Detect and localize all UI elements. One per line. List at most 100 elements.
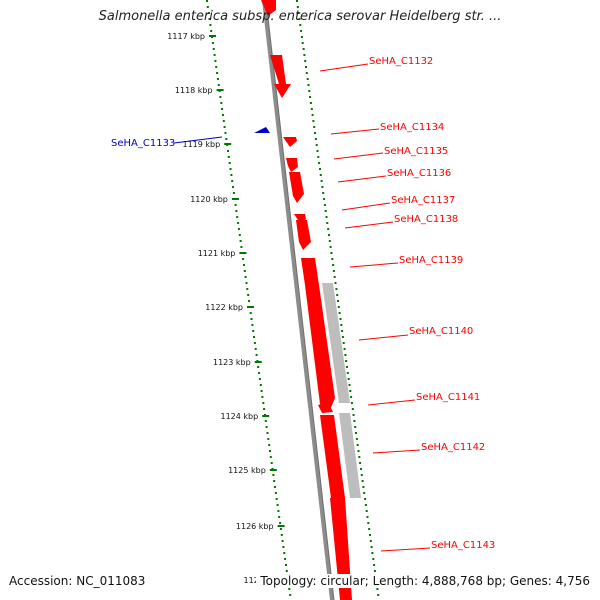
rail-dot: [265, 426, 268, 428]
rail-dot: [318, 162, 321, 164]
rail-dot: [306, 78, 309, 80]
gene-label[interactable]: SeHA_C1139: [399, 255, 463, 266]
rail-dot: [331, 258, 334, 260]
rail-dot: [225, 138, 228, 140]
rail-dot: [332, 270, 335, 272]
kbp-tick: [269, 469, 277, 471]
rail-dot: [268, 444, 271, 446]
kbp-label: 1122 kbp: [205, 303, 243, 312]
gene-leader-line: [337, 175, 387, 183]
rail-dot: [317, 156, 320, 158]
rail-dot: [350, 402, 353, 404]
scale-rail-right: [296, 0, 380, 596]
rail-dot: [300, 36, 303, 38]
rail-dot: [297, 12, 300, 14]
rail-dot: [260, 390, 263, 392]
rail-dot: [243, 270, 246, 272]
rail-dot: [321, 186, 324, 188]
rail-dot: [220, 102, 223, 104]
kbp-tick: [209, 35, 216, 37]
rail-dot: [333, 276, 336, 278]
rail-dot: [350, 396, 353, 398]
kbp-label: 1123 kbp: [213, 358, 251, 367]
rail-dot: [275, 498, 278, 500]
rail-dot: [326, 222, 329, 224]
rail-dot: [283, 552, 286, 554]
rail-dot: [360, 468, 362, 470]
rail-dot: [261, 396, 264, 398]
rail-dot: [209, 24, 212, 26]
rail-dot: [243, 264, 245, 266]
rail-dot: [266, 432, 269, 434]
rail-dot: [347, 378, 350, 380]
kbp-label: 1125 kbp: [228, 466, 266, 475]
rail-dot: [298, 18, 301, 20]
rail-dot: [296, 0, 298, 2]
rail-dot: [213, 54, 216, 56]
rail-dot: [206, 0, 208, 2]
rail-dot: [227, 150, 229, 152]
rail-dot: [237, 222, 240, 224]
rail-dot: [338, 312, 341, 314]
kbp-tick: [216, 89, 224, 91]
rail-dot: [311, 114, 314, 116]
gene-arrow-c1136: [289, 172, 304, 203]
rail-dot: [206, 6, 209, 8]
gene-labels: SeHA_C1132 SeHA_C1133 SeHA_C1134 SeHA_C1135…: [111, 56, 495, 552]
rail-dot: [328, 234, 330, 236]
gene-label[interactable]: SeHA_C1135: [384, 146, 448, 157]
rail-dot: [334, 282, 337, 284]
rail-dot: [356, 444, 359, 446]
gene-label[interactable]: SeHA_C1141: [416, 392, 480, 403]
gene-label[interactable]: SeHA_C1138: [394, 214, 458, 225]
rail-dot: [359, 462, 362, 464]
rail-dot: [262, 402, 265, 404]
rail-dot: [257, 366, 260, 368]
gene-label[interactable]: SeHA_C1137: [391, 195, 455, 206]
rail-dot: [263, 408, 266, 410]
rail-dot: [224, 132, 227, 134]
rail-dot: [222, 114, 224, 116]
kbp-label: 1124 kbp: [220, 412, 258, 421]
rail-dot: [329, 246, 332, 248]
rail-dot: [253, 336, 255, 338]
rail-dot: [288, 588, 291, 590]
rail-dot: [231, 180, 234, 182]
rail-dot: [304, 60, 307, 62]
kbp-label: 1126 kbp: [236, 522, 274, 531]
rail-dot: [217, 84, 220, 86]
gray-feature-2: [339, 413, 361, 498]
gene-leader-line: [341, 202, 391, 211]
gene-label[interactable]: SeHA_C1133: [111, 138, 175, 149]
rail-dot: [309, 96, 312, 98]
rail-dot: [244, 276, 247, 278]
rail-dot: [344, 354, 347, 356]
rail-dot: [245, 282, 248, 284]
rail-dot: [276, 504, 279, 506]
rail-dot: [328, 240, 331, 242]
kbp-tick: [277, 525, 285, 527]
gene-leader-line: [349, 262, 399, 268]
rail-dot: [340, 324, 343, 326]
rail-dot: [324, 210, 327, 212]
gene-label[interactable]: SeHA_C1136: [387, 168, 451, 179]
gene-label[interactable]: SeHA_C1132: [369, 56, 433, 67]
rail-dot: [355, 438, 358, 440]
gene-label[interactable]: SeHA_C1134: [380, 122, 444, 133]
rail-dot: [259, 384, 262, 386]
rail-dot: [373, 570, 376, 572]
rail-dot: [364, 498, 367, 500]
rail-dot: [216, 72, 219, 74]
rail-dot: [274, 492, 277, 494]
rail-dot: [307, 84, 310, 86]
kbp-tick: [247, 306, 254, 308]
rail-dot: [281, 540, 284, 542]
gene-label[interactable]: SeHA_C1143: [431, 540, 495, 551]
rail-dot: [341, 336, 344, 338]
rail-dot: [332, 264, 335, 266]
rail-dot: [216, 78, 219, 80]
rail-dot: [251, 324, 254, 326]
gene-label[interactable]: SeHA_C1140: [409, 326, 473, 337]
gene-label[interactable]: SeHA_C1142: [421, 442, 485, 453]
